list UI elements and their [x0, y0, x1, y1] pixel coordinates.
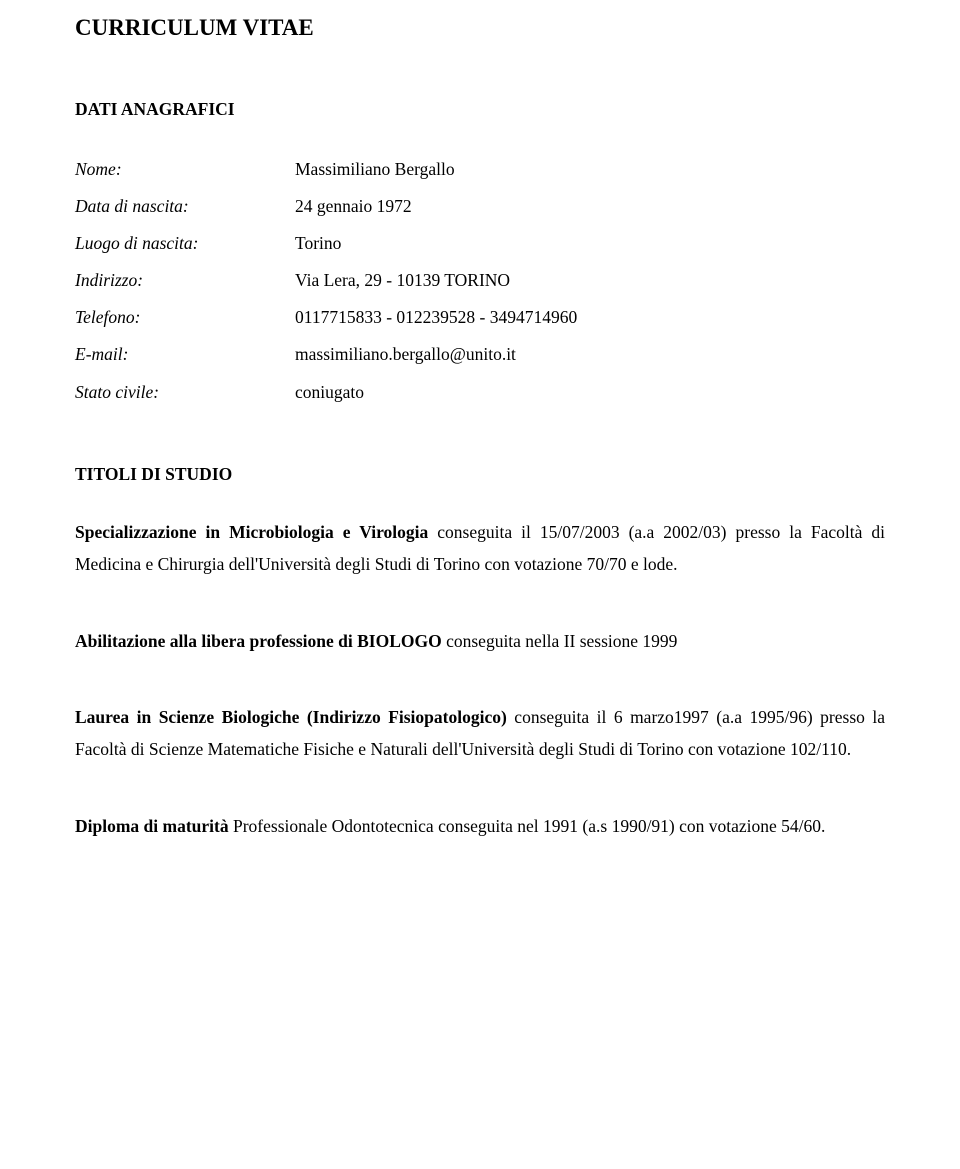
- cv-page: CURRICULUM VITAE DATI ANAGRAFICI Nome: M…: [0, 0, 960, 1169]
- personal-label: E-mail:: [75, 336, 295, 373]
- personal-value: coniugato: [295, 374, 885, 411]
- personal-table: Nome: Massimiliano Bergallo Data di nasc…: [75, 151, 885, 411]
- table-row: Telefono: 0117715833 - 012239528 - 34947…: [75, 299, 885, 336]
- qualification-lead: Abilitazione alla libera professione di …: [75, 631, 442, 651]
- personal-value: Massimiliano Bergallo: [295, 151, 885, 188]
- qualification-lead: Laurea in Scienze Biologiche (Indirizzo …: [75, 707, 507, 727]
- personal-label: Indirizzo:: [75, 262, 295, 299]
- personal-value: massimiliano.bergallo@unito.it: [295, 336, 885, 373]
- qualification-item: Diploma di maturità Professionale Odonto…: [75, 810, 885, 842]
- qualification-item: Laurea in Scienze Biologiche (Indirizzo …: [75, 701, 885, 766]
- qualification-lead: Diploma di maturità: [75, 816, 229, 836]
- table-row: Data di nascita: 24 gennaio 1972: [75, 188, 885, 225]
- qualification-item: Abilitazione alla libera professione di …: [75, 625, 885, 657]
- qualification-lead: Specializzazione in Microbiologia e Viro…: [75, 522, 428, 542]
- personal-value: 24 gennaio 1972: [295, 188, 885, 225]
- personal-label: Stato civile:: [75, 374, 295, 411]
- table-row: Nome: Massimiliano Bergallo: [75, 151, 885, 188]
- personal-label: Luogo di nascita:: [75, 225, 295, 262]
- personal-value: Torino: [295, 225, 885, 262]
- qualification-rest: Professionale Odontotecnica conseguita n…: [229, 816, 826, 836]
- qualification-item: Specializzazione in Microbiologia e Viro…: [75, 516, 885, 581]
- personal-value: Via Lera, 29 - 10139 TORINO: [295, 262, 885, 299]
- personal-label: Data di nascita:: [75, 188, 295, 225]
- personal-label: Nome:: [75, 151, 295, 188]
- document-title: CURRICULUM VITAE: [75, 10, 885, 46]
- qualifications-heading: TITOLI DI STUDIO: [75, 461, 885, 488]
- table-row: Stato civile: coniugato: [75, 374, 885, 411]
- table-row: Indirizzo: Via Lera, 29 - 10139 TORINO: [75, 262, 885, 299]
- qualification-rest: conseguita nella II sessione 1999: [442, 631, 678, 651]
- table-row: Luogo di nascita: Torino: [75, 225, 885, 262]
- personal-value: 0117715833 - 012239528 - 3494714960: [295, 299, 885, 336]
- personal-label: Telefono:: [75, 299, 295, 336]
- table-row: E-mail: massimiliano.bergallo@unito.it: [75, 336, 885, 373]
- personal-heading: DATI ANAGRAFICI: [75, 96, 885, 123]
